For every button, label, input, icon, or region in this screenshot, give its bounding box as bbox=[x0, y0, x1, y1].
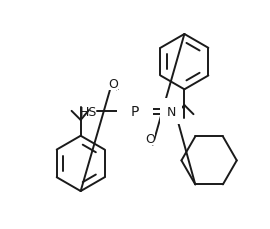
Text: O: O bbox=[108, 78, 118, 90]
Text: HS: HS bbox=[80, 105, 97, 118]
Text: N: N bbox=[167, 105, 176, 118]
Text: O: O bbox=[145, 133, 155, 146]
Text: P: P bbox=[131, 105, 139, 119]
